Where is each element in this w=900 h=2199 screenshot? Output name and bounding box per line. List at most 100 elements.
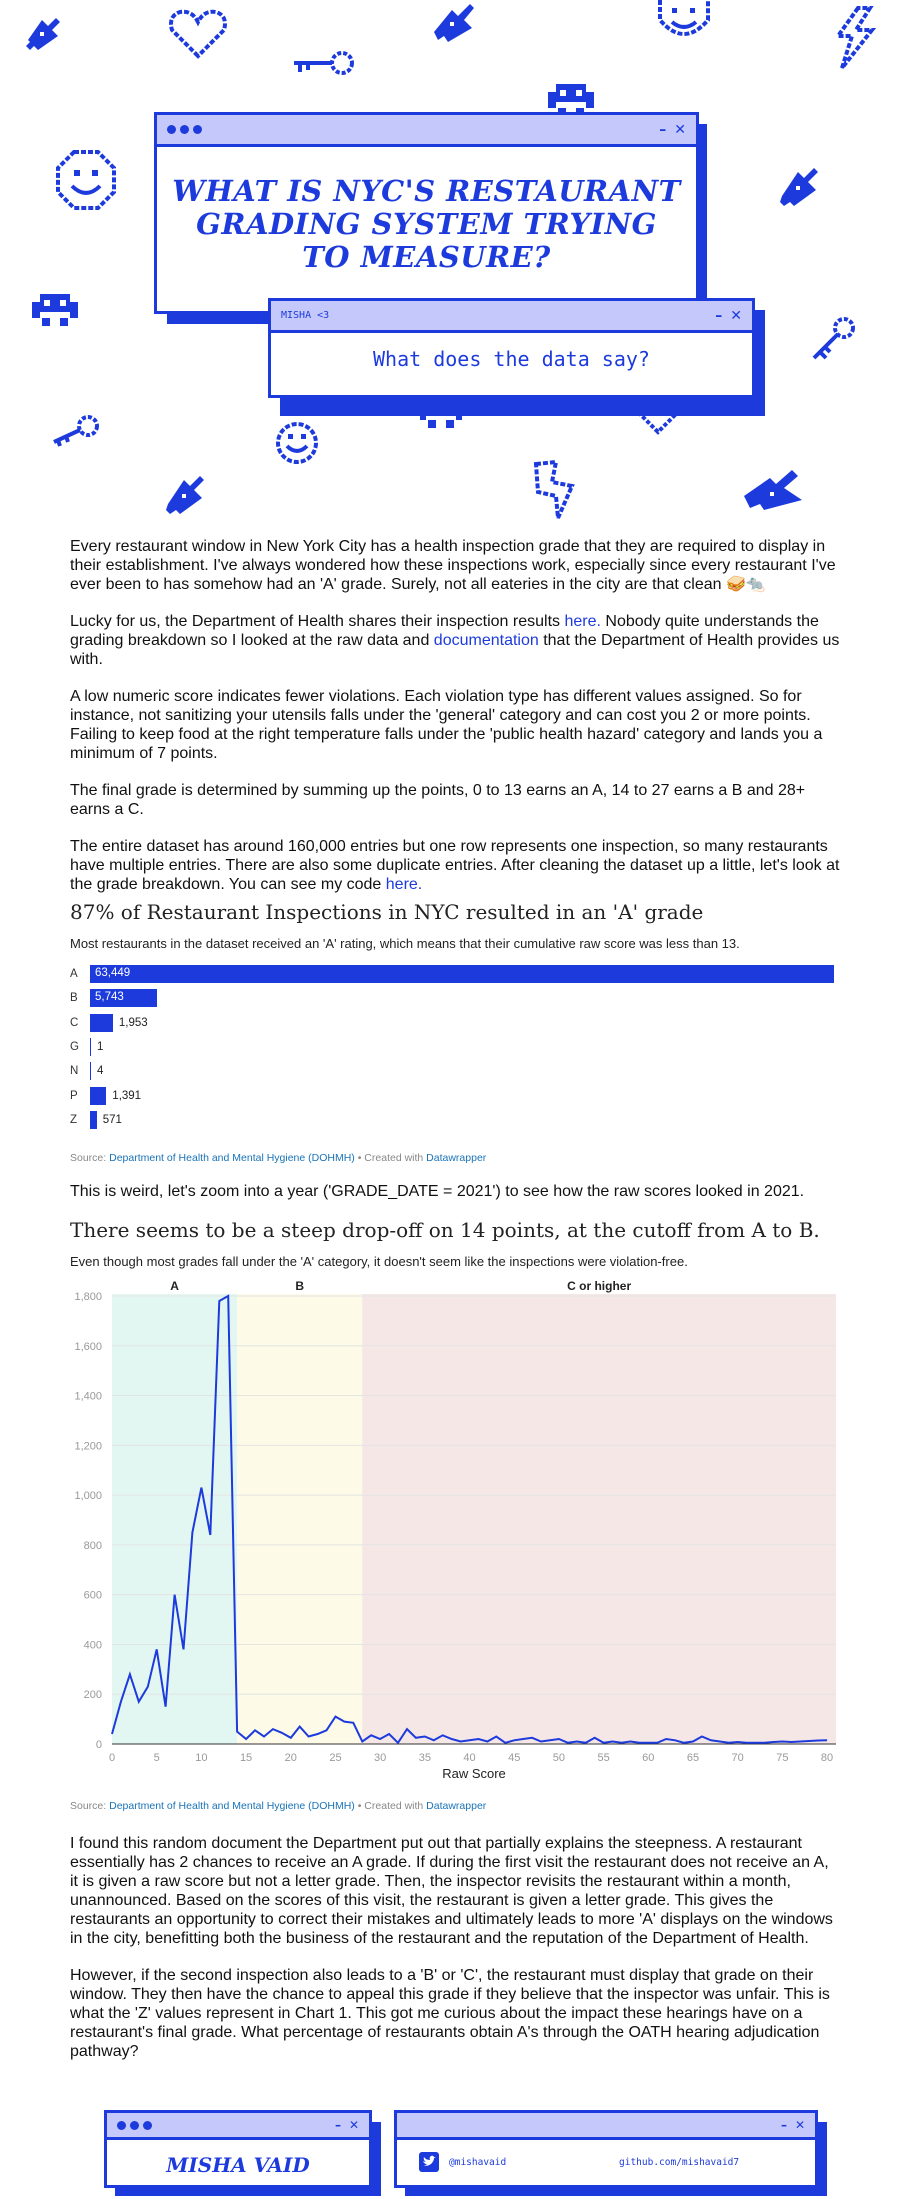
source-link[interactable]: Department of Health and Mental Hygiene … <box>109 1152 355 1164</box>
x-tick-label: 15 <box>240 1752 252 1764</box>
twitter-icon[interactable] <box>419 2152 439 2172</box>
x-tick-label: 40 <box>463 1752 475 1764</box>
y-tick-label: 800 <box>84 1540 102 1552</box>
ship-icon <box>160 470 210 518</box>
bar-value-label: 1,391 <box>112 1089 142 1102</box>
paragraph: The entire dataset has around 160,000 en… <box>70 837 840 894</box>
close-icon[interactable]: ✕ <box>794 2118 805 2132</box>
social-links: @mishavaid github.com/mishavaid7 <box>397 2140 815 2172</box>
paragraph: This is weird, let's zoom into a year ('… <box>70 1183 805 1200</box>
window-dots <box>117 2120 152 2130</box>
outro-section: I found this random document the Departm… <box>70 1834 840 2061</box>
y-tick-label: 1,800 <box>74 1291 102 1303</box>
bar-row: P 1,391 <box>70 1086 141 1106</box>
paragraph: I found this random document the Departm… <box>70 1835 833 1947</box>
y-tick-label: 1,400 <box>74 1391 102 1403</box>
close-icon[interactable]: ✕ <box>348 2118 359 2132</box>
bar-value-label: 1,953 <box>118 1016 148 1029</box>
bar-category-label: G <box>70 1040 79 1053</box>
bar-category-label: A <box>70 968 78 980</box>
smiley-icon <box>274 420 320 466</box>
created-with-label: • Created with <box>354 1152 427 1164</box>
x-tick-label: 20 <box>285 1752 297 1764</box>
subtitle-window: MISHA <3 – ✕ What does the data say? <box>268 298 755 398</box>
bar-chart: A 63,449 B 5,743 C 1,953 G 1 N 4 P 1,391 Z 571 <box>70 964 840 1134</box>
bar-value-label: 63,449 <box>95 967 131 979</box>
y-tick-label: 200 <box>84 1689 102 1701</box>
y-tick-label: 0 <box>96 1739 102 1751</box>
minimize-icon[interactable]: – <box>334 2118 341 2132</box>
title-window: – ✕ What is NYC's restaurant grading sys… <box>154 112 699 314</box>
y-tick-label: 1,000 <box>74 1490 102 1502</box>
zone-label: C or higher <box>567 1279 631 1293</box>
bar-category-label: B <box>70 992 78 1005</box>
datawrapper-link[interactable]: Datawrapper <box>426 1152 487 1164</box>
datawrapper-link[interactable]: Datawrapper <box>426 1800 487 1812</box>
bar-value-label: 571 <box>102 1113 122 1126</box>
author-name: Misha Vaid <box>166 2153 310 2177</box>
x-tick-label: 10 <box>195 1752 207 1764</box>
ship-icon <box>430 2 478 44</box>
bar <box>90 1110 97 1129</box>
minimize-icon[interactable]: – <box>715 307 723 324</box>
close-icon[interactable]: ✕ <box>674 121 686 138</box>
chart1-title: 87% of Restaurant Inspections in NYC res… <box>70 900 704 924</box>
paragraph-text: The entire dataset has around 160,000 en… <box>70 838 840 893</box>
y-tick-label: 1,600 <box>74 1341 102 1353</box>
x-axis-label: Raw Score <box>442 1766 506 1781</box>
bar-value-label: 4 <box>97 1065 104 1078</box>
grade-zone <box>237 1294 363 1744</box>
window-dots <box>167 125 202 134</box>
footer-name-window-bar: – ✕ <box>107 2113 369 2140</box>
key-icon <box>50 414 100 448</box>
zone-label: B <box>295 1279 304 1293</box>
bar-row: A 63,449 <box>70 964 834 984</box>
paragraph: However, if the second inspection also l… <box>70 1967 830 2060</box>
key-icon <box>810 316 856 362</box>
bar-row: Z 571 <box>70 1110 122 1130</box>
chart2-source: Source: Department of Health and Mental … <box>70 1800 486 1812</box>
key-icon <box>290 48 356 78</box>
footer-name-window: – ✕ Misha Vaid <box>104 2110 372 2188</box>
bar-category-label: C <box>70 1016 79 1029</box>
bar <box>90 1086 107 1105</box>
x-tick-label: 45 <box>508 1752 520 1764</box>
invader-icon <box>30 288 80 330</box>
bar: 63,449 <box>90 965 834 983</box>
close-icon[interactable]: ✕ <box>730 307 742 324</box>
x-tick-label: 30 <box>374 1752 386 1764</box>
results-link[interactable]: here. <box>564 613 601 630</box>
smiley-icon <box>654 0 714 42</box>
bar-category-label: Z <box>70 1113 78 1126</box>
bar <box>90 1037 91 1056</box>
documentation-link[interactable]: documentation <box>433 632 539 649</box>
zone-label: A <box>170 1279 179 1293</box>
paragraph-text: Lucky for us, the Department of Health s… <box>70 613 565 630</box>
paragraph-text: Nobody quite understands the grading bre… <box>70 613 819 649</box>
twitter-handle-link[interactable]: @mishavaid <box>449 2156 507 2168</box>
grade-zone <box>362 1294 836 1744</box>
x-tick-label: 5 <box>154 1752 160 1764</box>
window-tag: MISHA <3 <box>281 310 330 321</box>
lightning-icon <box>528 460 580 520</box>
heart-icon <box>166 6 230 62</box>
chart1: 87% of Restaurant Inspections in NYC res… <box>70 900 840 1170</box>
x-tick-label: 75 <box>776 1752 788 1764</box>
bar-category-label: P <box>70 1089 78 1102</box>
paragraph: Every restaurant window in New York City… <box>70 538 836 593</box>
chart1-subtitle: Most restaurants in the dataset received… <box>70 936 740 951</box>
minimize-icon[interactable]: – <box>780 2118 787 2132</box>
paragraph: Lucky for us, the Department of Health s… <box>70 612 840 669</box>
ship-icon <box>740 466 806 512</box>
bar-row: B 5,743 <box>70 988 158 1008</box>
source-label: Source: <box>70 1152 110 1164</box>
x-tick-label: 25 <box>329 1752 341 1764</box>
minimize-icon[interactable]: – <box>659 121 667 138</box>
code-link[interactable]: here. <box>385 876 423 893</box>
ship-icon <box>774 162 824 212</box>
source-link[interactable]: Department of Health and Mental Hygiene … <box>109 1800 355 1812</box>
github-link[interactable]: github.com/mishavaid7 <box>619 2156 740 2168</box>
